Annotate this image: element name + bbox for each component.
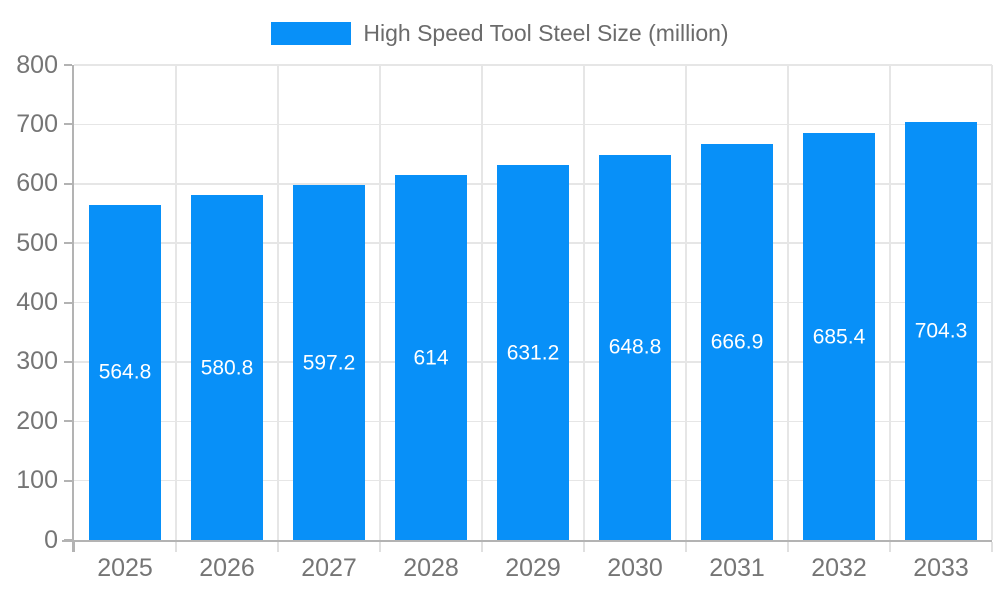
bar[interactable]: 580.8 — [190, 195, 264, 540]
bar[interactable]: 648.8 — [598, 154, 672, 540]
bar[interactable]: 614 — [394, 175, 468, 540]
y-tick-label: 700 — [16, 109, 58, 138]
bar-value-label: 704.3 — [914, 319, 968, 343]
bar-value-label: 614 — [413, 346, 449, 370]
gridline-vertical — [583, 65, 585, 540]
bar[interactable]: 564.8 — [88, 204, 162, 540]
bar[interactable]: 597.2 — [292, 185, 366, 540]
gridline-vertical — [889, 65, 891, 540]
y-tick-label: 0 — [44, 525, 58, 554]
gridline-vertical — [685, 65, 687, 540]
x-tick — [991, 542, 993, 552]
x-tick — [481, 542, 483, 552]
x-axis-label: 2030 — [607, 554, 663, 582]
bar-value-label: 631.2 — [506, 341, 560, 365]
gridline-vertical — [175, 65, 177, 540]
bar-value-label: 597.2 — [302, 351, 356, 375]
y-tick-label: 500 — [16, 228, 58, 257]
bar-value-label: 666.9 — [710, 330, 764, 354]
gridline-vertical — [277, 65, 279, 540]
bar-value-label: 648.8 — [608, 335, 662, 359]
x-axis-label: 2033 — [913, 554, 969, 582]
y-tick — [64, 539, 72, 541]
y-axis-line — [72, 65, 74, 552]
legend-swatch — [271, 21, 352, 45]
x-axis-label: 2031 — [709, 554, 765, 582]
gridline-vertical — [481, 65, 483, 540]
x-tick — [787, 542, 789, 552]
y-tick — [64, 242, 72, 245]
y-tick — [64, 182, 72, 185]
x-tick — [379, 542, 381, 552]
x-tick — [73, 542, 75, 552]
y-tick — [64, 360, 72, 363]
x-tick — [889, 542, 891, 552]
bar[interactable]: 666.9 — [700, 144, 774, 540]
x-axis-label: 2032 — [811, 554, 867, 582]
y-tick-label: 800 — [16, 50, 58, 79]
y-tick — [64, 420, 72, 423]
x-axis-label: 2028 — [403, 554, 459, 582]
y-tick-label: 200 — [16, 406, 58, 435]
bar-value-label: 685.4 — [812, 325, 866, 349]
gridline-horizontal — [74, 64, 992, 66]
bar[interactable]: 685.4 — [802, 133, 876, 540]
x-axis-label: 2025 — [97, 554, 153, 582]
x-tick — [685, 542, 687, 552]
x-axis-label: 2026 — [199, 554, 255, 582]
gridline-vertical — [991, 65, 993, 540]
y-tick-label: 300 — [16, 347, 58, 376]
y-tick — [64, 64, 72, 66]
chart-legend[interactable]: High Speed Tool Steel Size (million) — [0, 18, 1000, 48]
x-axis-line — [62, 540, 992, 542]
bar-value-label: 580.8 — [200, 356, 254, 380]
x-tick — [583, 542, 585, 552]
y-tick-label: 600 — [16, 169, 58, 198]
gridline-vertical — [379, 65, 381, 540]
y-tick-label: 100 — [16, 466, 58, 495]
x-axis-label: 2027 — [301, 554, 357, 582]
bar-value-label: 564.8 — [98, 360, 152, 384]
x-tick — [175, 542, 177, 552]
plot-area: 0 100 200 300 400 500 600 700 800 564.8 2025 580.8 2… — [16, 52, 993, 581]
bar[interactable]: 704.3 — [904, 121, 978, 540]
gridline-horizontal — [74, 123, 992, 126]
y-tick — [64, 123, 72, 126]
y-tick-label: 400 — [16, 288, 58, 316]
gridline-vertical — [787, 65, 789, 540]
y-tick — [64, 479, 72, 482]
x-axis-label: 2029 — [505, 554, 561, 582]
legend-label: High Speed Tool Steel Size (million) — [363, 19, 729, 46]
y-tick — [64, 301, 72, 304]
x-tick — [277, 542, 279, 552]
bar[interactable]: 631.2 — [496, 165, 570, 540]
